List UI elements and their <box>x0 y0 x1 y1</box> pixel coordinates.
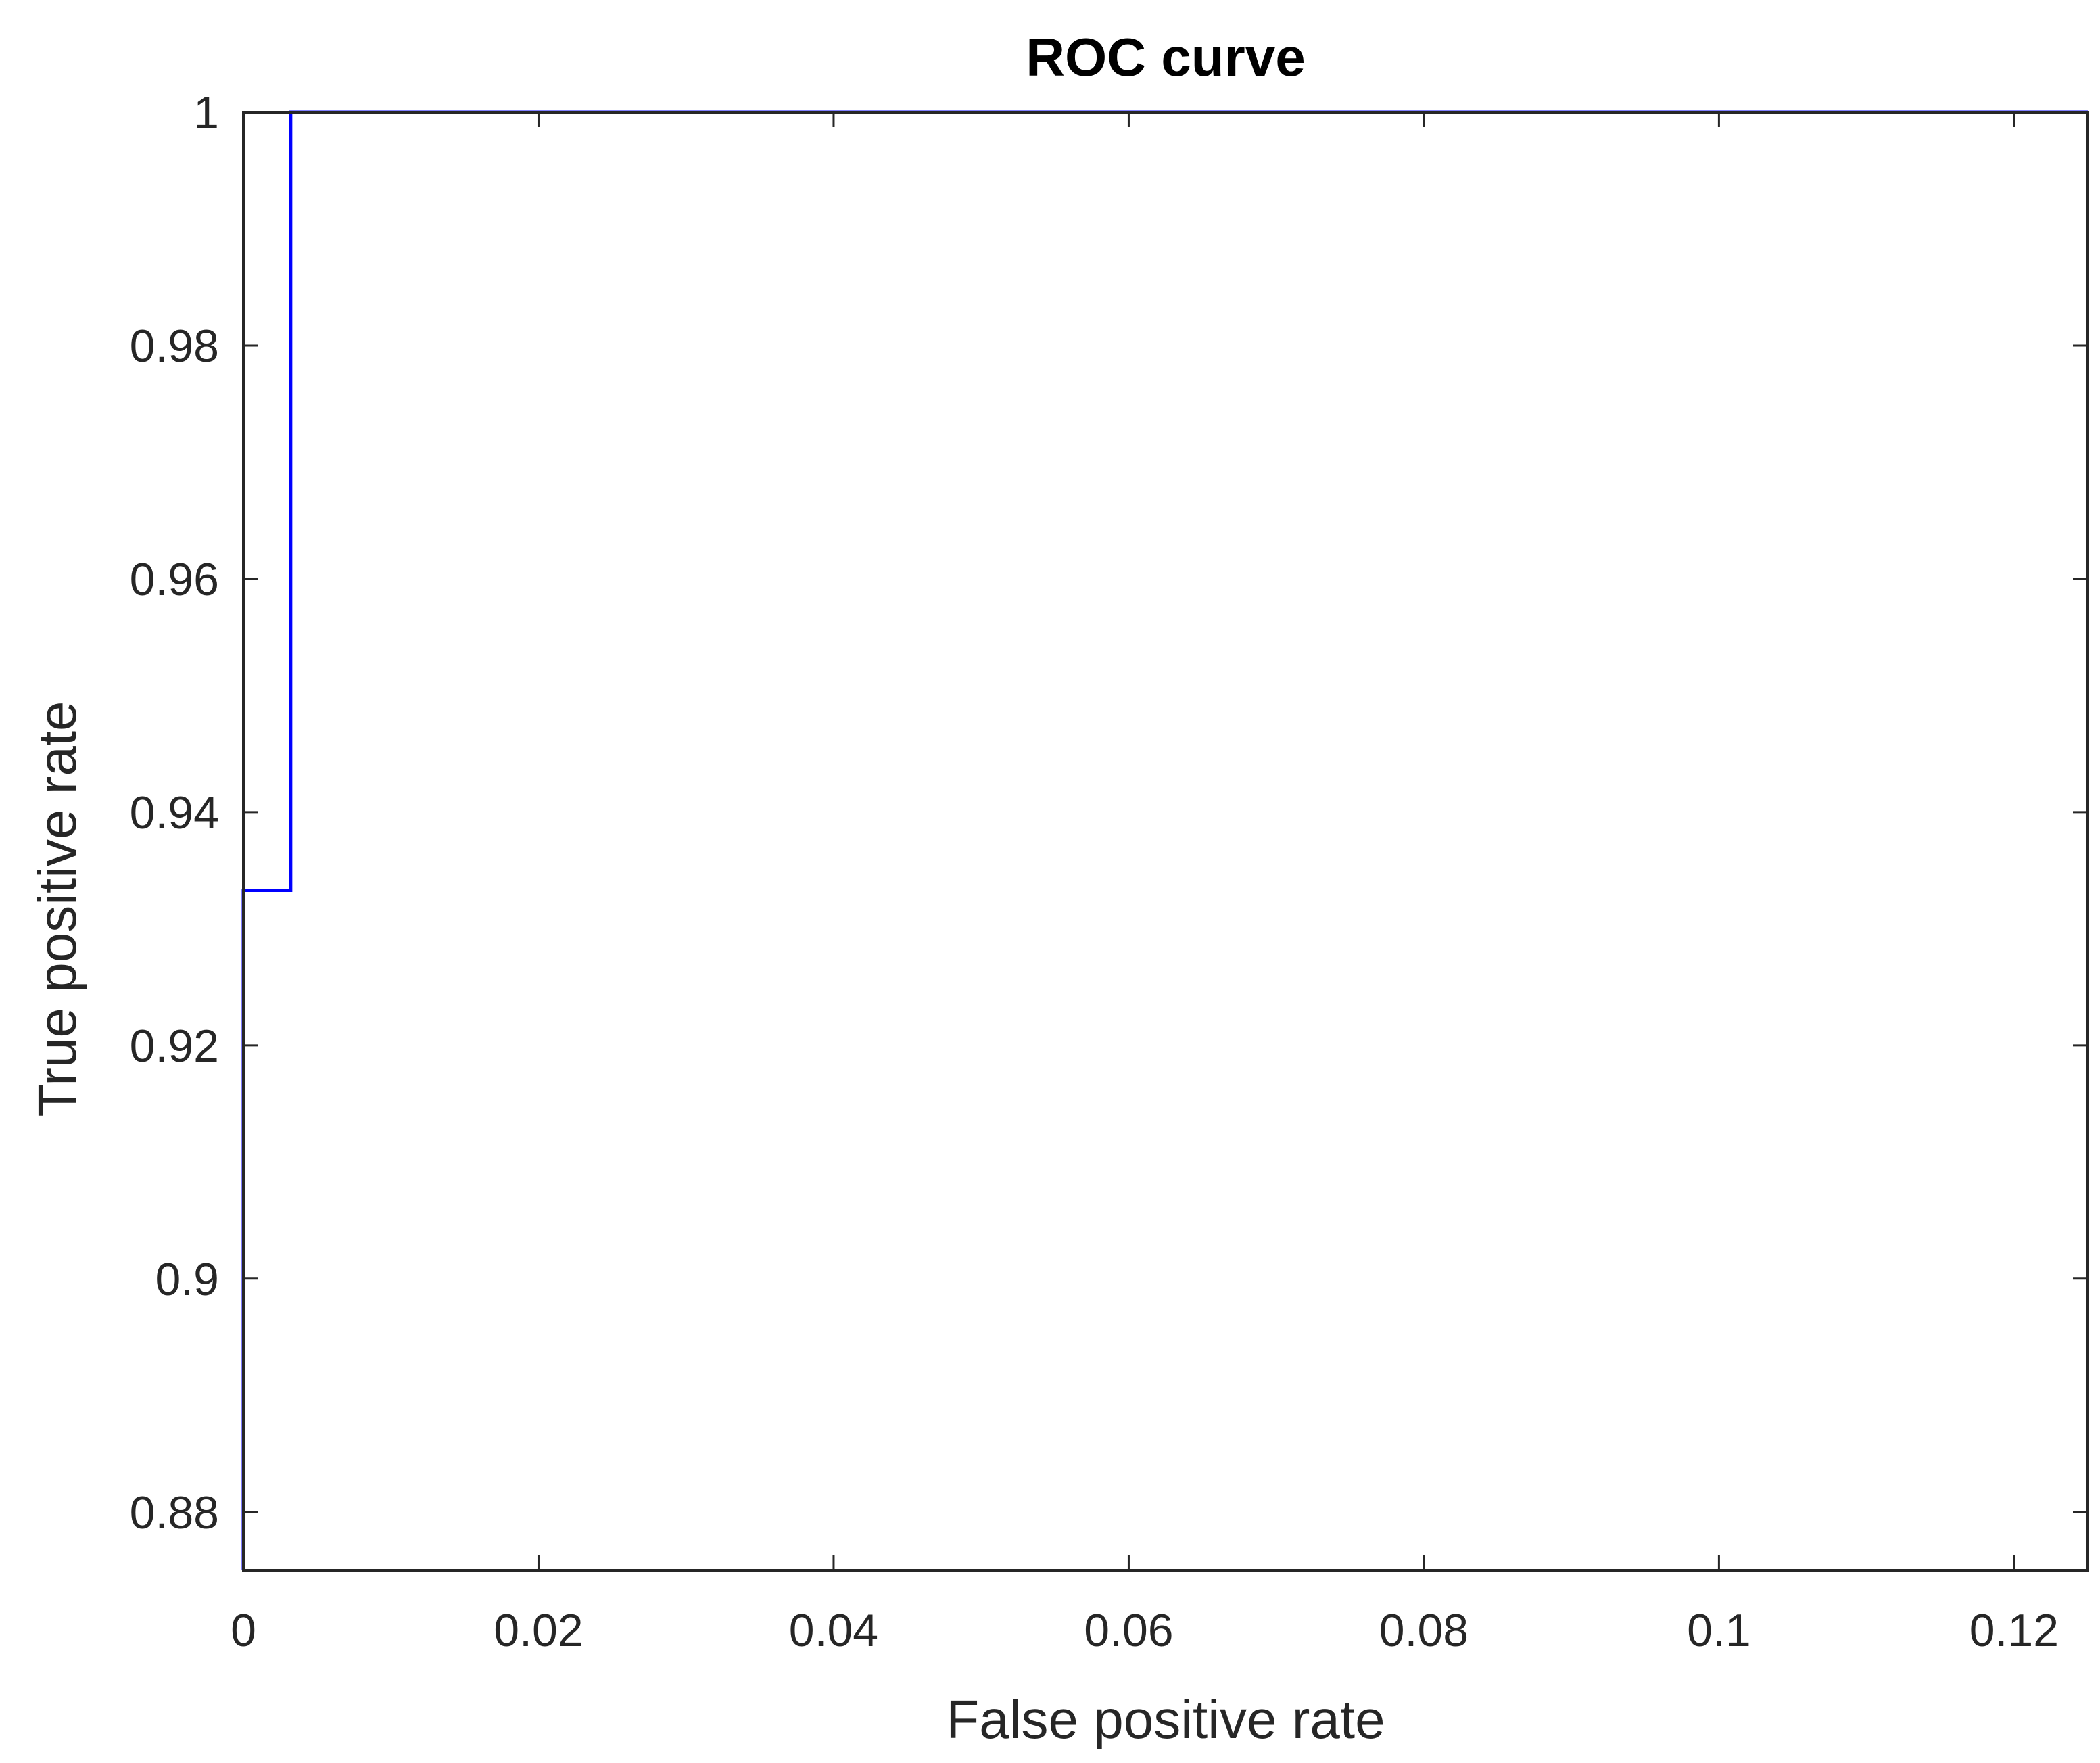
x-tick-label: 0.1 <box>1687 1605 1751 1656</box>
x-tick-label: 0.04 <box>789 1605 878 1656</box>
chart-title: ROC curve <box>1026 27 1305 87</box>
x-tick-label: 0.12 <box>1970 1605 2059 1656</box>
x-tick-label: 0.06 <box>1084 1605 1173 1656</box>
y-axis-label: True positive rate <box>27 701 87 1116</box>
tick-labels-layer: 0 0.02 0.04 0.06 0.08 0.1 0.12 0.88 0.9 0.92 0.94 0… <box>130 87 2059 1656</box>
y-tick-label: 0.94 <box>130 787 219 839</box>
x-tick-label: 0 <box>231 1605 256 1656</box>
ticks-layer <box>242 111 2088 1570</box>
y-tick-label: 0.98 <box>130 321 219 372</box>
y-tick-label: 0.88 <box>130 1487 219 1538</box>
y-tick-label: 0.92 <box>130 1020 219 1072</box>
x-tick-label: 0.02 <box>494 1605 583 1656</box>
x-axis-label: False positive rate <box>946 1689 1385 1749</box>
x-tick-label: 0.08 <box>1379 1605 1469 1656</box>
y-tick-label: 1 <box>193 87 219 139</box>
y-tick-label: 0.9 <box>155 1254 219 1305</box>
y-tick-label: 0.96 <box>130 554 219 605</box>
plot-area-frame <box>242 111 2089 1572</box>
